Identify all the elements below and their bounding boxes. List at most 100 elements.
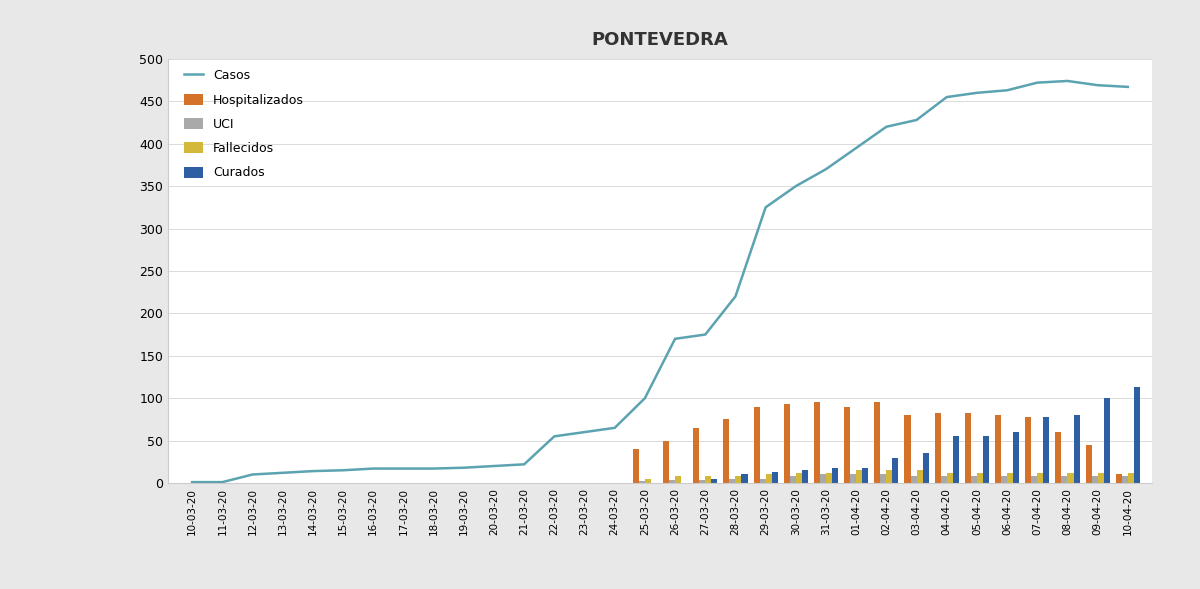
Bar: [1068, 473, 1074, 483]
Bar: [664, 441, 670, 483]
Bar: [1098, 473, 1104, 483]
Casos: [1061, 77, 1075, 84]
Casos: [848, 144, 863, 151]
Bar: [1104, 398, 1110, 483]
Bar: [826, 473, 832, 483]
Bar: [676, 476, 682, 483]
Casos: [1030, 79, 1044, 86]
Casos: [910, 117, 924, 124]
Bar: [670, 481, 676, 483]
Bar: [893, 458, 899, 483]
Casos: [517, 461, 532, 468]
Bar: [965, 413, 971, 483]
Bar: [844, 406, 850, 483]
Title: PONTEVEDRA: PONTEVEDRA: [592, 31, 728, 49]
Bar: [983, 436, 989, 483]
Bar: [706, 476, 712, 483]
Bar: [953, 436, 959, 483]
Bar: [881, 475, 887, 483]
Bar: [1007, 473, 1013, 483]
Bar: [1037, 473, 1043, 483]
Casos: [396, 465, 410, 472]
Casos: [426, 465, 440, 472]
Bar: [935, 413, 941, 483]
Bar: [905, 415, 911, 483]
Bar: [1056, 432, 1062, 483]
Bar: [1074, 415, 1080, 483]
Casos: [1121, 84, 1135, 91]
Casos: [1091, 82, 1105, 89]
Bar: [832, 468, 838, 483]
Bar: [1122, 476, 1128, 483]
Casos: [607, 424, 622, 431]
Bar: [784, 404, 790, 483]
Bar: [632, 449, 638, 483]
Casos: [758, 204, 773, 211]
Bar: [742, 475, 748, 483]
Bar: [754, 406, 760, 483]
Bar: [1128, 473, 1134, 483]
Bar: [1025, 417, 1031, 483]
Casos: [577, 429, 592, 436]
Bar: [1086, 445, 1092, 483]
Casos: [306, 468, 320, 475]
Bar: [971, 476, 977, 483]
Bar: [814, 402, 820, 483]
Casos: [276, 469, 290, 477]
Casos: [336, 466, 350, 474]
Bar: [923, 454, 929, 483]
Casos: [818, 166, 833, 173]
Bar: [700, 481, 706, 483]
Bar: [1043, 417, 1049, 483]
Bar: [856, 470, 863, 483]
Casos: [940, 94, 954, 101]
Bar: [941, 476, 947, 483]
Bar: [1116, 475, 1122, 483]
Bar: [995, 415, 1001, 483]
Bar: [977, 473, 983, 483]
Casos: [215, 479, 229, 486]
Casos: [1000, 87, 1014, 94]
Bar: [1013, 432, 1019, 483]
Bar: [736, 476, 742, 483]
Casos: [728, 293, 743, 300]
Bar: [790, 476, 796, 483]
Bar: [820, 475, 826, 483]
Casos: [668, 335, 683, 342]
Casos: [970, 90, 984, 97]
Legend: Casos, Hospitalizados, UCI, Fallecidos, Curados: Casos, Hospitalizados, UCI, Fallecidos, …: [184, 70, 304, 180]
Bar: [911, 476, 917, 483]
Casos: [185, 479, 199, 486]
Casos: [366, 465, 380, 472]
Bar: [694, 428, 700, 483]
Bar: [917, 470, 923, 483]
Bar: [1001, 476, 1007, 483]
Bar: [850, 475, 856, 483]
Bar: [1031, 476, 1037, 483]
Casos: [698, 331, 713, 338]
Bar: [644, 479, 650, 483]
Bar: [1092, 476, 1098, 483]
Bar: [772, 472, 778, 483]
Bar: [724, 419, 730, 483]
Bar: [760, 479, 766, 483]
Bar: [1062, 476, 1068, 483]
Bar: [863, 468, 869, 483]
Line: Casos: Casos: [192, 81, 1128, 482]
Bar: [947, 473, 953, 483]
Casos: [487, 462, 502, 469]
Casos: [637, 395, 652, 402]
Casos: [457, 464, 472, 471]
Bar: [712, 479, 718, 483]
Bar: [730, 479, 736, 483]
Bar: [802, 470, 808, 483]
Bar: [766, 475, 772, 483]
Casos: [788, 183, 803, 190]
Bar: [875, 402, 881, 483]
Casos: [245, 471, 259, 478]
Bar: [796, 473, 802, 483]
Bar: [887, 470, 893, 483]
Bar: [638, 481, 644, 483]
Casos: [880, 123, 894, 130]
Bar: [1134, 387, 1140, 483]
